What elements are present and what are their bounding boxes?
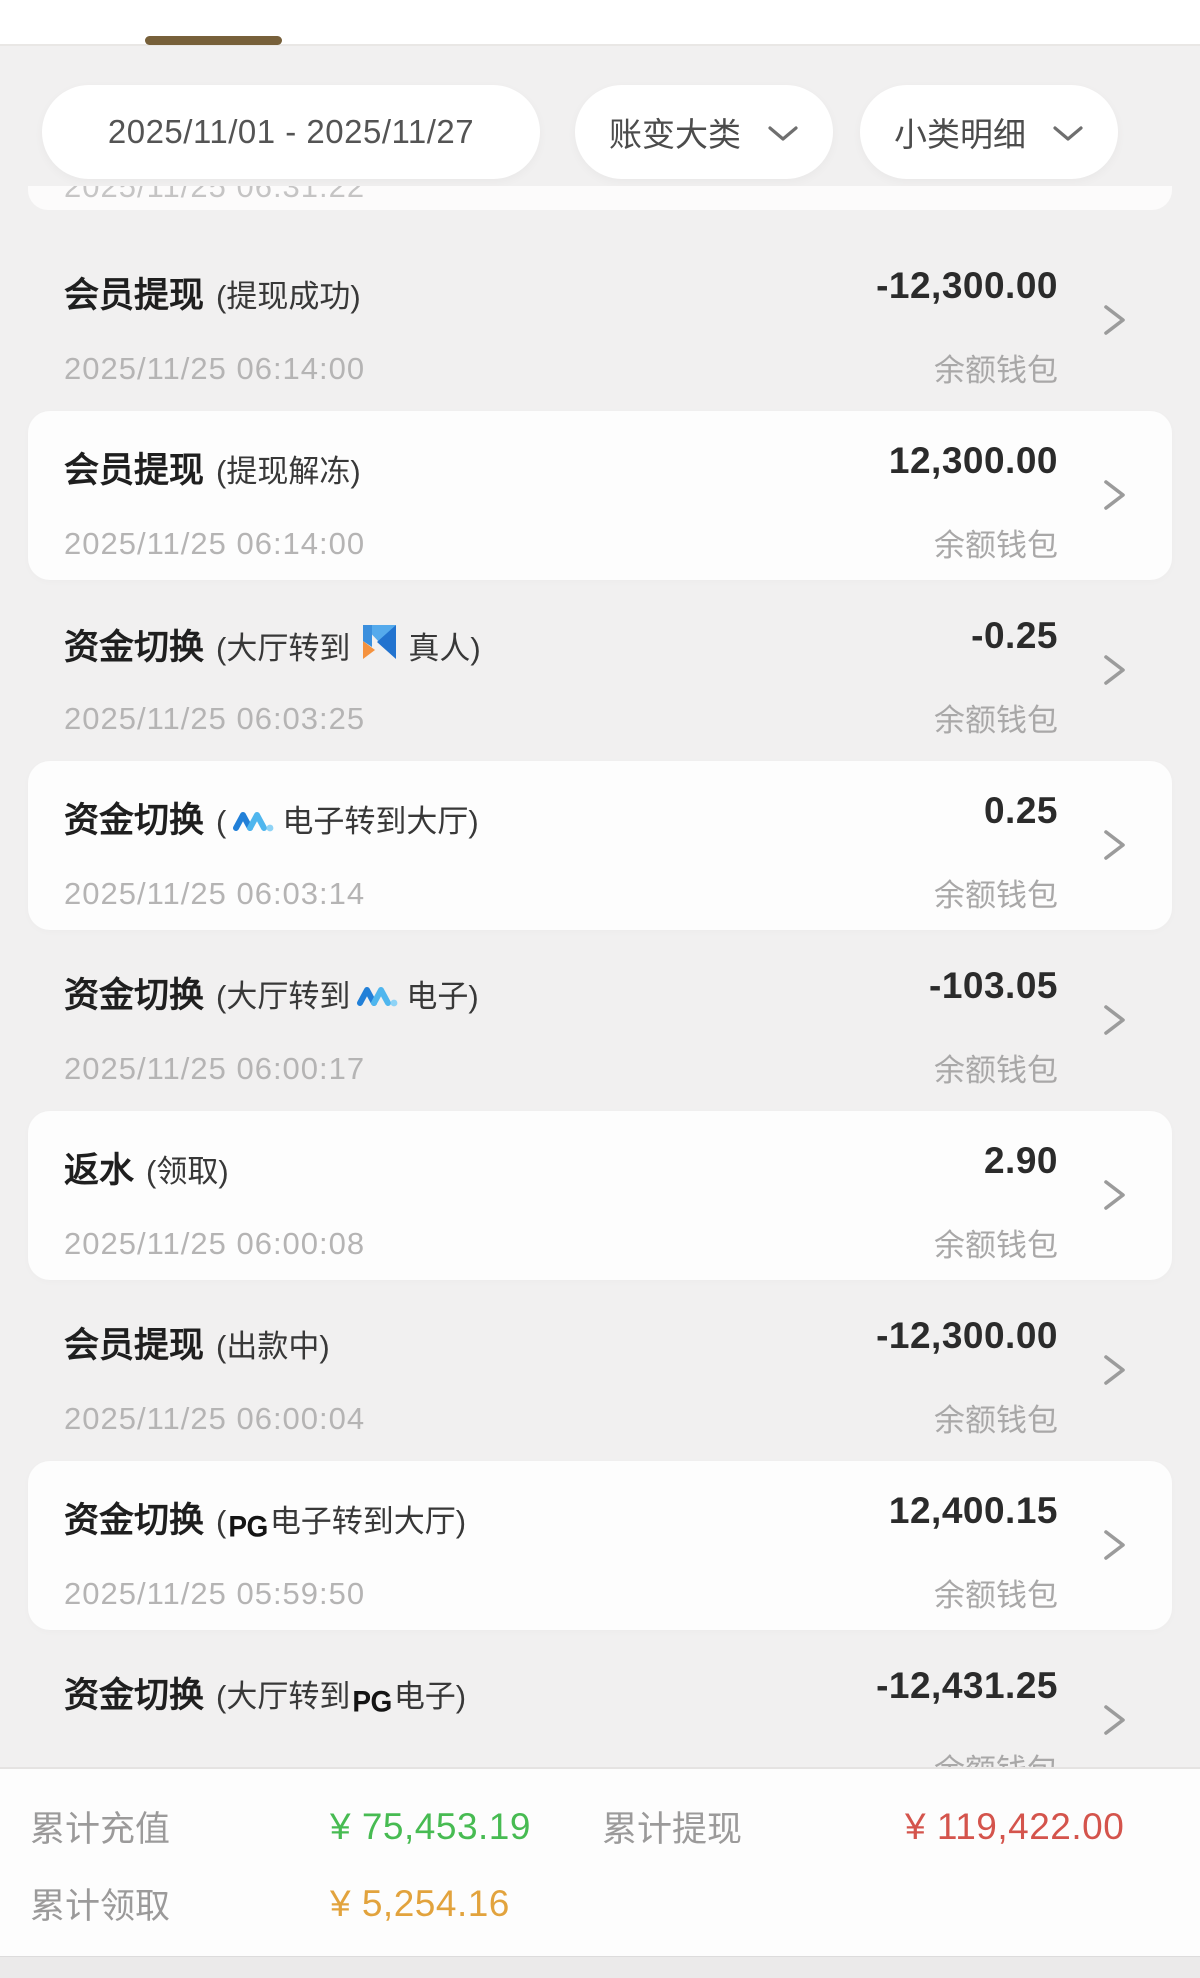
category-filter-dropdown[interactable]: 账变大类 (575, 85, 833, 179)
row-wallet: 余额钱包 (934, 1053, 1058, 1088)
row-amount: -12,300.00 (876, 265, 1058, 306)
chevron-right-icon (1104, 830, 1125, 860)
row-category: 会员提现 (64, 451, 205, 490)
wave-logo-icon (233, 812, 274, 832)
pg-logo-icon: PG (352, 1685, 392, 1718)
row-category: 会员提现 (64, 276, 205, 315)
transaction-row[interactable]: 会员提现 (提现解冻) 12,300.00 2025/11/25 06:14:00… (0, 408, 1200, 583)
row-wallet: 余额钱包 (934, 528, 1058, 563)
row-category: 资金切换 (64, 1676, 205, 1715)
total-claimed-value: ¥ 5,254.16 (330, 1882, 510, 1924)
row-detail: (大厅转到 真人) (216, 625, 481, 666)
row-time: 2025/11/25 06:14:00 (64, 351, 366, 386)
row-card-background (28, 761, 1172, 930)
row-time: 2025/11/25 06:00:08 (64, 1226, 366, 1261)
row-time: 2025/11/25 06:03:14 (64, 876, 366, 911)
partial-transaction-row[interactable]: 2025/11/25 06:31:22 (28, 186, 1172, 210)
row-wallet: 余额钱包 (934, 1228, 1058, 1263)
row-time: 2025/11/25 06:00:17 (64, 1051, 366, 1086)
row-detail: (领取) (146, 1154, 229, 1189)
transaction-row[interactable]: 会员提现 (提现成功) -12,300.00 2025/11/25 06:14:0… (0, 233, 1200, 408)
summary-bar: 累计充值 ¥ 75,453.19 累计提现 ¥ 119,422.00 累计领取 … (0, 1767, 1200, 1956)
chevron-right-icon (1104, 1355, 1125, 1385)
total-deposit-value: ¥ 75,453.19 (330, 1805, 531, 1847)
pg-logo-icon: PG (228, 1510, 268, 1543)
active-tab-indicator (145, 36, 282, 45)
date-range-picker[interactable]: 2025/11/01 - 2025/11/27 (42, 85, 540, 179)
n-logo-icon (363, 625, 397, 659)
total-claimed-label: 累计领取 (30, 1887, 171, 1926)
chevron-right-icon (1104, 1005, 1125, 1035)
transaction-list: 会员提现 (提现成功) -12,300.00 2025/11/25 06:14:0… (0, 233, 1200, 1767)
row-detail: (大厅转到 电子) (216, 979, 479, 1014)
row-wallet: 余额钱包 (934, 703, 1058, 738)
row-detail: (大厅转到PG电子) (216, 1679, 467, 1718)
row-time: 2025/11/25 06:03:25 (64, 701, 366, 736)
row-time: 2025/11/25 06:00:04 (64, 1401, 366, 1436)
row-card-background (28, 411, 1172, 580)
wave-logo-icon (357, 987, 398, 1007)
row-wallet: 余额钱包 (934, 1403, 1058, 1438)
row-wallet: 余额钱包 (934, 1578, 1058, 1613)
row-detail: (出款中) (216, 1329, 330, 1364)
row-amount: 2.90 (983, 1140, 1058, 1181)
row-category: 资金切换 (64, 976, 205, 1015)
chevron-right-icon (1104, 1705, 1125, 1735)
row-category: 资金切换 (64, 1501, 205, 1540)
row-category: 返水 (64, 1151, 135, 1190)
row-category: 资金切换 (64, 801, 205, 840)
transaction-row[interactable]: 资金切换 (大厅转到 真人) -0.25 2025/11/25 06:03:25 … (0, 583, 1200, 758)
row-amount: 12,400.15 (888, 1490, 1058, 1531)
chevron-down-icon (768, 126, 798, 141)
row-time: 2025/11/25 06:14:00 (64, 526, 366, 561)
chevron-right-icon (1104, 480, 1125, 510)
partial-row-time: 2025/11/25 06:31:22 (64, 186, 366, 204)
row-category: 资金切换 (64, 628, 205, 667)
row-amount: -12,431.25 (876, 1665, 1058, 1706)
total-deposit-label: 累计充值 (30, 1810, 171, 1849)
row-detail: (提现解冻) (216, 454, 361, 489)
chevron-right-icon (1104, 1180, 1125, 1210)
row-time: 2025/11/25 05:59:50 (64, 1576, 366, 1611)
transaction-row[interactable]: 资金切换 (大厅转到PG电子) -12,431.25 余额钱包 (0, 1633, 1200, 1767)
category-filter-label: 账变大类 (609, 116, 741, 153)
row-category: 会员提现 (64, 1326, 205, 1365)
row-amount: 0.25 (983, 790, 1058, 831)
subcategory-filter-label: 小类明细 (894, 116, 1026, 153)
chevron-right-icon (1104, 305, 1125, 335)
chevron-right-icon (1104, 1530, 1125, 1560)
row-card-background (28, 1461, 1172, 1630)
transaction-row[interactable]: 会员提现 (出款中) -12,300.00 2025/11/25 06:00:04… (0, 1283, 1200, 1458)
row-detail: (PG电子转到大厅) (216, 1504, 467, 1543)
row-amount: 12,300.00 (888, 440, 1058, 481)
date-range-value: 2025/11/01 - 2025/11/27 (107, 113, 475, 150)
bottom-strip (0, 1956, 1200, 1978)
row-amount: -12,300.00 (876, 1315, 1058, 1356)
row-amount: -103.05 (929, 965, 1058, 1006)
row-wallet: 余额钱包 (934, 878, 1058, 913)
subcategory-filter-dropdown[interactable]: 小类明细 (860, 85, 1118, 179)
transaction-row[interactable]: 资金切换 (大厅转到 电子) -103.05 2025/11/25 06:00:1… (0, 933, 1200, 1108)
row-wallet: 余额钱包 (934, 1745, 1058, 1767)
transaction-row[interactable]: 资金切换 ( 电子转到大厅) 0.25 2025/11/25 06:03:14 余… (0, 758, 1200, 933)
filter-bar: 2025/11/01 - 2025/11/27 账变大类 小类明细 (0, 46, 1200, 186)
transaction-row[interactable]: 返水 (领取) 2.90 2025/11/25 06:00:08 余额钱包 (0, 1108, 1200, 1283)
row-wallet: 余额钱包 (934, 353, 1058, 388)
chevron-down-icon (1053, 126, 1083, 141)
total-withdrawal-value: ¥ 119,422.00 (905, 1805, 1125, 1847)
transaction-row[interactable]: 资金切换 (PG电子转到大厅) 12,400.15 2025/11/25 05:5… (0, 1458, 1200, 1633)
row-card-background (28, 1111, 1172, 1280)
top-tab-bar (0, 0, 1200, 46)
chevron-right-icon (1104, 655, 1125, 685)
row-detail: (提现成功) (216, 279, 361, 314)
row-amount: -0.25 (971, 615, 1058, 656)
row-detail: ( 电子转到大厅) (216, 804, 479, 839)
total-withdrawal-label: 累计提现 (602, 1810, 743, 1849)
